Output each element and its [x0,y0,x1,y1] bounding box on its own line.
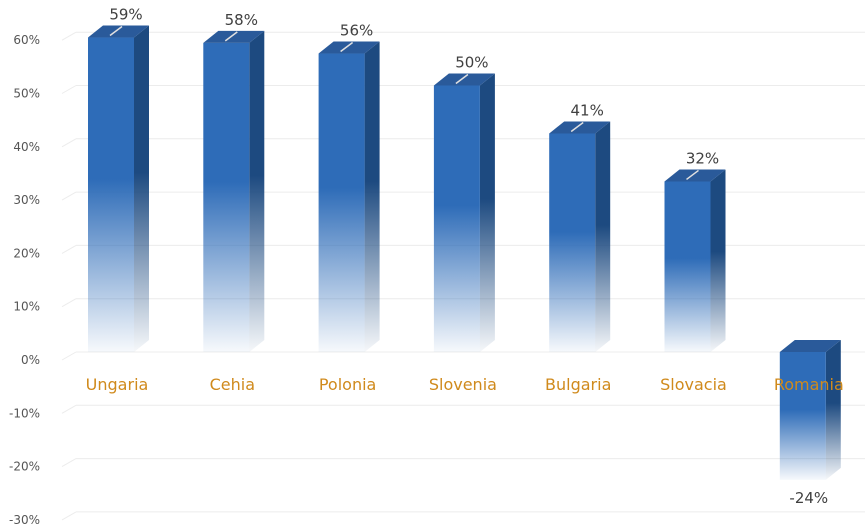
category-labels: Ungaria Cehia Polonia Slovenia Bulgaria Slova… [86,375,844,394]
bar-side [595,121,611,352]
category-label: Cehia [210,375,255,394]
bar-front [664,181,711,352]
gridline-slant [61,138,77,148]
bar-top [88,25,149,38]
category-label: Ungaria [86,375,149,394]
category-label: Polonia [319,375,377,394]
bar-front [433,85,480,352]
bar-front [203,42,250,353]
data-label-leader [109,25,123,37]
bar-side [710,169,726,352]
bar [664,169,726,352]
data-label-leader [686,169,699,181]
y-tick-label: 40% [13,140,40,154]
bar-side [134,25,149,353]
y-tick-label: 50% [13,87,40,101]
bar [549,121,611,352]
bar-top [433,73,495,86]
gridline-slant [61,404,77,414]
data-label: 59% [109,6,142,24]
data-label: 58% [225,11,258,29]
y-tick-label: 20% [13,246,40,260]
y-tick-label: 10% [13,300,40,314]
category-label: Bulgaria [545,375,611,394]
gridline-slant [61,85,77,94]
category-label: Slovacia [660,375,727,394]
category-label: Slovenia [429,375,497,394]
bar [203,30,265,353]
y-tick-label: -20% [9,460,40,474]
gridline-slant [61,351,77,361]
y-tick-label: 0% [21,353,40,367]
data-label: 32% [686,149,719,167]
gridline-slant [61,511,77,521]
data-label: 41% [571,101,604,119]
bar-side [479,73,495,352]
bar-front [549,133,596,352]
y-tick-label: 60% [13,33,40,47]
data-labels: 59% 58% 56% 50% 41% 32% -24% [109,6,828,507]
y-tick-label: -30% [9,513,40,527]
bar-top [203,30,265,43]
y-tick-label: 30% [13,193,40,207]
y-axis-tick-labels: -30% -20% -10% 0% 10% 20% 30% 40% 50% 60% [9,33,40,527]
bar [433,73,495,352]
data-label: 56% [340,22,373,40]
gridline-slant [61,191,77,201]
data-label-leader [455,73,469,85]
bar-side [364,41,380,353]
bar-front [88,37,134,352]
data-label-leader [224,31,238,42]
bar-top [779,340,841,352]
data-label-leader [340,41,354,53]
bar [318,41,380,353]
bar [88,25,149,353]
gridline-slant [61,298,77,308]
bar-side [249,30,265,353]
data-label: 50% [455,54,488,72]
category-label: Romania [774,375,844,394]
data-label-leader [570,121,584,133]
bar-front [779,352,826,480]
bar [779,340,841,480]
bar-front [318,53,365,353]
bars [88,25,841,480]
gridline-slant [61,244,77,254]
data-label: -24% [789,489,828,507]
gridline-slant [61,31,77,41]
bar-top [318,41,380,54]
bar-side [825,340,841,480]
bar-top [664,169,726,182]
gridline-slant [61,458,77,468]
y-tick-label: -10% [9,406,40,420]
bar-top [549,121,611,134]
